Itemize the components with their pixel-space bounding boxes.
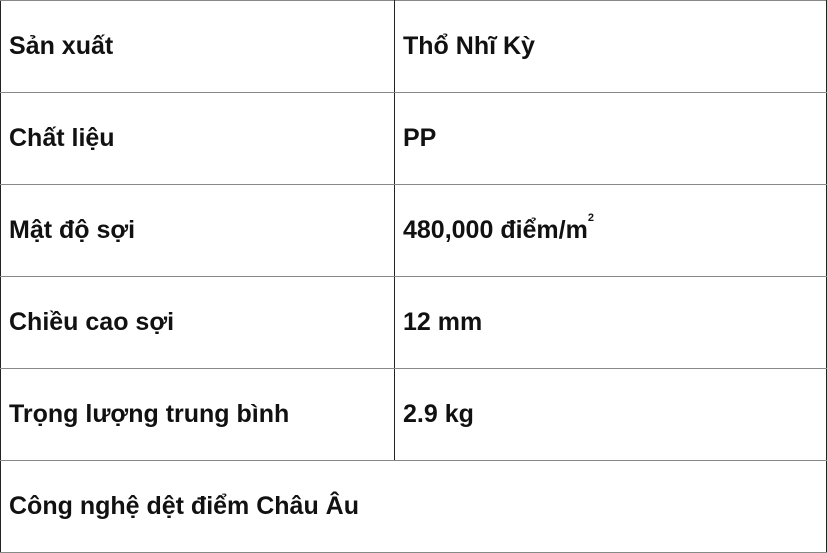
row-value: 480,000 điểm/m <box>403 216 588 244</box>
row-label: Sản xuất <box>0 0 395 93</box>
row-label: Chiều cao sợi <box>0 276 395 369</box>
row-label: Mật độ sợi <box>0 184 395 277</box>
row-value: PP <box>394 92 827 185</box>
row-value: Thổ Nhĩ Kỳ <box>394 0 827 93</box>
table-row: Mật độ sợi 480,000 điểm/m2 <box>0 184 827 277</box>
table-row: Chất liệu PP <box>0 92 827 185</box>
table-row: Công nghệ dệt điểm Châu Âu <box>0 460 827 553</box>
footer-cell: Công nghệ dệt điểm Châu Âu <box>0 460 827 553</box>
table-row: Sản xuất Thổ Nhĩ Kỳ <box>0 0 827 93</box>
row-value-cell: 480,000 điểm/m2 <box>394 184 827 277</box>
row-value: 2.9 kg <box>394 368 827 461</box>
table-row: Trọng lượng trung bình 2.9 kg <box>0 368 827 461</box>
table-row: Chiều cao sợi 12 mm <box>0 276 827 369</box>
superscript: 2 <box>587 212 594 224</box>
row-value: 12 mm <box>394 276 827 369</box>
row-label: Trọng lượng trung bình <box>0 368 395 461</box>
row-label: Chất liệu <box>0 92 395 185</box>
